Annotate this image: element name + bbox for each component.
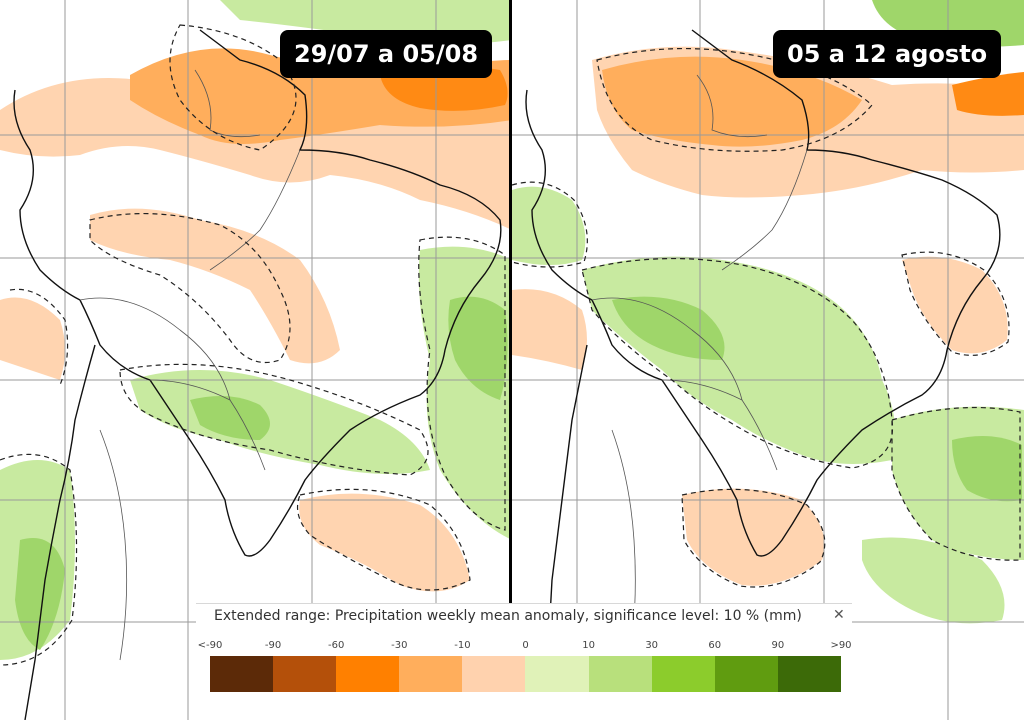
dry-area-south xyxy=(682,488,825,586)
dry-area-central xyxy=(90,208,340,364)
legend-swatch xyxy=(273,656,337,692)
legend-color-bar xyxy=(210,656,841,692)
period-label-right: 05 a 12 agosto xyxy=(773,30,1002,78)
wet-area-south-central-strong xyxy=(190,396,270,440)
dry-area-north-strong xyxy=(130,48,512,145)
wet-area-south-sea xyxy=(862,537,1005,624)
legend-swatch xyxy=(588,656,652,692)
wet-area-central xyxy=(582,256,896,464)
legend-swatch xyxy=(651,656,715,692)
legend-tick-label: 60 xyxy=(708,640,722,651)
anomaly-map-left: 29/07 a 05/08 xyxy=(0,0,512,720)
colorbar-legend: Extended range: Precipitation weekly mea… xyxy=(196,603,852,721)
period-label-left: 29/07 a 05/08 xyxy=(280,30,493,78)
legend-swatch xyxy=(462,656,526,692)
dry-area-north-strong xyxy=(952,72,1024,116)
dry-area-east-coast xyxy=(902,256,1008,354)
legend-title: Extended range: Precipitation weekly mea… xyxy=(214,608,802,624)
legend-tick-label: -10 xyxy=(454,640,471,651)
wet-area-southeast-strong xyxy=(952,436,1022,502)
legend-swatch xyxy=(336,656,400,692)
legend-swatch xyxy=(777,656,841,692)
legend-tick-label: >90 xyxy=(830,640,852,651)
lat-lon-grid xyxy=(512,0,1024,720)
close-icon[interactable]: ✕ xyxy=(833,607,845,623)
wet-area-northwest xyxy=(512,186,586,265)
dry-area-west xyxy=(512,289,587,370)
dry-area-south xyxy=(299,493,470,592)
significance-contours xyxy=(512,48,1021,588)
south-america-coastline xyxy=(13,29,502,557)
legend-tick-label: -30 xyxy=(391,640,408,651)
legend-swatch xyxy=(525,656,589,692)
legend-tick-labels: <-90 -90 -60 -30 -10 0 10 30 60 90 >90 xyxy=(196,640,852,654)
legend-tick-label: <-90 xyxy=(197,640,223,651)
country-borders xyxy=(79,69,301,661)
legend-tick-label: -60 xyxy=(328,640,345,651)
chile-coastline xyxy=(24,344,96,720)
legend-tick-label: 90 xyxy=(771,640,785,651)
dry-area-west-coast xyxy=(0,297,65,380)
legend-tick-label: -90 xyxy=(264,640,282,651)
legend-tick-label: 30 xyxy=(645,640,659,651)
wet-area-central-strong xyxy=(612,296,725,360)
wet-area-south-central xyxy=(130,370,430,474)
map-right-canvas xyxy=(512,0,1024,720)
panel-divider xyxy=(509,0,513,720)
wet-area-east-strong xyxy=(448,296,508,400)
legend-swatch xyxy=(210,656,274,692)
legend-tick-label: 10 xyxy=(582,640,595,651)
significance-contours xyxy=(0,24,506,666)
south-america-coastline xyxy=(525,29,1001,557)
legend-swatch xyxy=(714,656,778,692)
anomaly-map-right: 05 a 12 agosto xyxy=(512,0,1024,720)
legend-swatch xyxy=(399,656,463,692)
dry-area-north-medium xyxy=(602,56,862,147)
map-left-canvas xyxy=(0,0,512,720)
legend-tick-label: 0 xyxy=(522,640,529,651)
